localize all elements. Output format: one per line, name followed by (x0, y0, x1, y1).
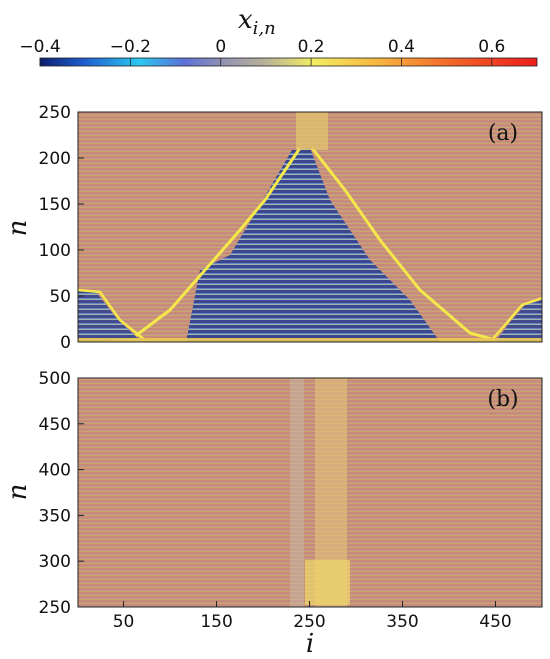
y-tick-label: 250 (39, 598, 71, 618)
colorbar-tick-label: −0.4 (19, 37, 60, 57)
panel-b-column-band-2 (290, 378, 304, 607)
y-tick-label: 350 (39, 506, 71, 526)
panel-b-ylabel: n (3, 484, 33, 501)
y-tick-label: 300 (39, 552, 71, 572)
x-tick-label: 450 (479, 612, 511, 632)
colorbar-gradient (39, 57, 538, 67)
y-tick-label: 100 (39, 241, 71, 261)
panel-b-bottom-cluster (305, 560, 350, 605)
panel-a-right-wedge (495, 300, 542, 342)
panel-a-frame (77, 111, 543, 343)
y-tick-label: 50 (49, 287, 71, 307)
panel-b-label: (b) (487, 387, 518, 412)
x-tick-label: 50 (113, 612, 135, 632)
y-tick-label: 200 (39, 149, 71, 169)
x-tick-label: 350 (386, 612, 418, 632)
colorbar-tick-label: 0.4 (388, 37, 415, 57)
panel-b-y-ticks: 250 300 350 400 450 500 (39, 369, 84, 618)
colorbar-tick-label: 0 (215, 37, 226, 57)
colorbar-tick-label: 0.6 (478, 37, 505, 57)
panel-a: 0 50 100 150 200 250 n (a) (3, 103, 543, 353)
y-tick-label: 250 (39, 103, 71, 123)
y-tick-label: 450 (39, 415, 71, 435)
panel-a-front-right (310, 147, 496, 342)
panel-a-front-left (129, 147, 302, 342)
colorbar-title-main: x (238, 5, 253, 35)
x-tick-label: 250 (293, 612, 325, 632)
x-tick-label: 150 (200, 612, 232, 632)
colorbar: xi,n −0.4 −0.2 0 0.2 0.4 0.6 (19, 5, 538, 67)
panel-b-xlabel: i (306, 629, 314, 659)
panel-a-right-wedge-front (489, 296, 542, 342)
colorbar-title: xi,n (238, 5, 276, 39)
panel-a-apex-cluster (296, 112, 328, 150)
colorbar-tick-label: −0.2 (110, 37, 151, 57)
panel-a-left-wedge (78, 290, 140, 342)
panel-a-ylabel: n (3, 220, 33, 237)
y-tick-label: 500 (39, 369, 71, 389)
panel-a-label: (a) (488, 121, 518, 146)
panel-b-x-ticks: 50 150 250 350 450 (113, 601, 512, 632)
panel-a-base-line (78, 338, 542, 342)
y-tick-label: 0 (60, 333, 71, 353)
colorbar-ticks: −0.4 −0.2 0 0.2 0.4 0.6 (19, 37, 505, 66)
panel-a-y-ticks: 0 50 100 150 200 250 (39, 103, 84, 353)
colorbar-title-sub: i,n (253, 18, 276, 39)
panel-b: 250 300 350 400 450 500 50 150 250 350 450 n i (b… (3, 369, 543, 659)
panel-a-triangle (186, 148, 440, 342)
panel-a-left-wedge-front (78, 288, 146, 341)
y-tick-label: 400 (39, 461, 71, 481)
y-tick-label: 150 (39, 195, 71, 215)
colorbar-tick-label: 0.2 (298, 37, 325, 57)
